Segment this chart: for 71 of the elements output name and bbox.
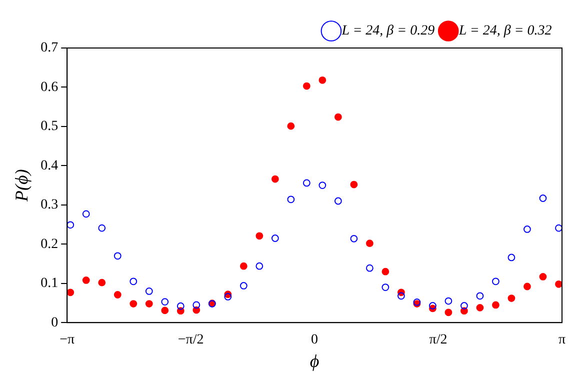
- y-tick-label: 0.3: [40, 198, 58, 213]
- point: [429, 302, 436, 310]
- point: [161, 298, 169, 306]
- point: [524, 226, 531, 233]
- y-tick-label: 0.1: [40, 276, 58, 292]
- x-tick-label: π/2: [429, 332, 448, 348]
- x-axis-title: ϕ: [310, 350, 320, 371]
- point: [145, 288, 153, 295]
- point: [82, 210, 90, 218]
- point: [334, 113, 342, 121]
- y-tick-label: 0.5: [40, 119, 58, 134]
- point: [444, 308, 452, 316]
- point: [224, 293, 232, 300]
- point: [67, 221, 74, 229]
- point: [508, 254, 516, 262]
- legend-label: L = 24, β = 0.29: [340, 24, 435, 39]
- point: [476, 292, 484, 300]
- point: [302, 82, 310, 90]
- point: [318, 182, 326, 189]
- x-tick-label: −π/2: [178, 332, 204, 348]
- point: [460, 302, 468, 310]
- point: [271, 234, 279, 242]
- point: [130, 278, 138, 286]
- point: [98, 224, 106, 232]
- point: [476, 304, 484, 312]
- point: [444, 297, 452, 305]
- y-tick-label: 0.6: [40, 80, 58, 95]
- point: [318, 76, 326, 84]
- point: [256, 232, 264, 240]
- point: [271, 175, 279, 183]
- y-tick-label: 0: [51, 315, 58, 330]
- point: [334, 197, 342, 205]
- point: [555, 224, 562, 232]
- point: [302, 179, 310, 187]
- point: [366, 264, 374, 272]
- point: [539, 194, 547, 202]
- point: [539, 273, 547, 280]
- point: [114, 291, 122, 298]
- y-tick-label: 0.4: [40, 158, 58, 174]
- point: [382, 284, 390, 291]
- point: [176, 302, 184, 310]
- point: [287, 196, 295, 204]
- point: [508, 294, 516, 302]
- point: [350, 234, 358, 242]
- point: [98, 278, 106, 286]
- point: [350, 180, 358, 188]
- point: [192, 301, 200, 309]
- x-tick-label: 0: [311, 332, 318, 348]
- point: [492, 278, 500, 286]
- point: [287, 122, 295, 130]
- point: [256, 262, 264, 270]
- point: [492, 301, 500, 309]
- point: [240, 262, 248, 270]
- point: [67, 288, 74, 296]
- point: [240, 282, 248, 290]
- y-axis-title: P(ϕ): [12, 169, 32, 202]
- point: [161, 306, 169, 314]
- point: [114, 252, 122, 260]
- x-tick-label: π: [558, 332, 566, 348]
- point: [555, 280, 562, 288]
- point: [524, 282, 531, 290]
- point: [130, 300, 138, 308]
- point: [82, 276, 90, 284]
- y-tick-label: 0.7: [40, 40, 58, 56]
- point: [397, 292, 405, 300]
- point: [145, 300, 153, 308]
- y-tick-label: 0.2: [40, 236, 58, 252]
- legend-label: L = 24, β = 0.32: [458, 24, 552, 39]
- x-tick-label: −π: [60, 332, 75, 348]
- point: [366, 240, 374, 248]
- point: [382, 268, 390, 276]
